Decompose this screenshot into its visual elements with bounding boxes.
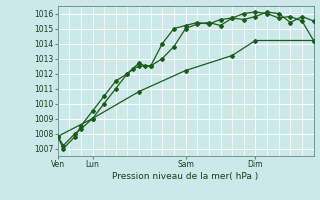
X-axis label: Pression niveau de la mer( hPa ): Pression niveau de la mer( hPa )	[112, 172, 259, 181]
